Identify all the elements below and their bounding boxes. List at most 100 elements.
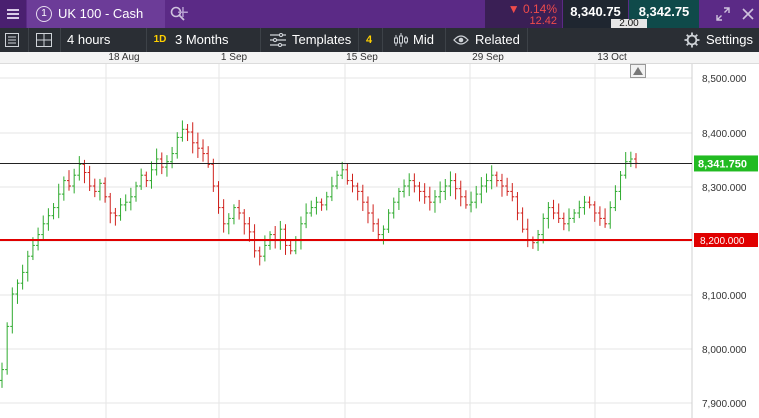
- ohlc-bar: [247, 217, 252, 242]
- ohlc-bar: [154, 148, 159, 176]
- ohlc-bar: [97, 178, 102, 201]
- add-tab-icon[interactable]: +: [177, 2, 189, 24]
- date-tick-label: 29 Sep: [472, 52, 504, 63]
- ohlc-bar: [541, 213, 546, 244]
- range-selector[interactable]: 3 Months: [175, 32, 229, 47]
- interval-selector[interactable]: 4 hours: [67, 32, 111, 47]
- toolbar-divider: [146, 28, 147, 52]
- ohlc-bar: [572, 209, 577, 223]
- ohlc-bar: [211, 158, 216, 192]
- search-icon[interactable]: [170, 6, 185, 21]
- ohlc-bar: [72, 168, 77, 194]
- ohlc-bar: [25, 250, 30, 282]
- ohlc-bar: [329, 176, 334, 202]
- close-icon[interactable]: [741, 7, 755, 21]
- ohlc-bar: [41, 215, 46, 240]
- price-tick-label: 7,900.000: [702, 399, 747, 410]
- ohlc-bar: [257, 246, 262, 266]
- current-price-label: 8,341.750: [698, 158, 747, 170]
- price-tick-label: 8,300.000: [702, 183, 747, 194]
- ohlc-bar: [494, 171, 499, 187]
- ohlc-bar: [448, 171, 453, 197]
- expand-icon[interactable]: [716, 7, 730, 21]
- ohlc-bar: [221, 199, 226, 233]
- ohlc-bar: [376, 218, 381, 241]
- ohlc-bar: [371, 204, 376, 232]
- scroll-to-latest-icon[interactable]: [630, 64, 646, 78]
- ohlc-bar: [407, 173, 412, 197]
- top-bar: 1 UK 100 - Cash + ▼ 0.14% 12.42 8,340.75…: [0, 0, 759, 29]
- ohlc-bar: [350, 173, 355, 193]
- list-icon[interactable]: [5, 33, 19, 47]
- ohlc-bar: [298, 216, 303, 250]
- support-level-tag: [694, 233, 758, 247]
- change-percent: ▼ 0.14%: [507, 2, 557, 16]
- ohlc-bar: [623, 152, 628, 179]
- ohlc-bar: [87, 165, 92, 191]
- instrument-tab[interactable]: 1 UK 100 - Cash: [27, 0, 185, 28]
- ohlc-bar: [551, 199, 556, 220]
- buy-price: 8,342.75: [638, 4, 690, 19]
- ohlc-bar: [566, 208, 571, 232]
- ohlc-bar: [288, 240, 293, 255]
- ohlc-bar: [190, 122, 195, 154]
- related-button[interactable]: Related: [475, 32, 520, 47]
- toolbar-divider: [28, 28, 29, 52]
- ohlc-bar: [144, 171, 149, 187]
- ohlc-bar: [443, 178, 448, 200]
- eye-icon[interactable]: [453, 34, 469, 46]
- ohlc-bar: [46, 208, 51, 231]
- price-tick-label: 8,400.000: [702, 129, 747, 140]
- templates-button[interactable]: Templates: [292, 32, 352, 47]
- ohlc-bar: [417, 181, 422, 202]
- gear-icon[interactable]: [684, 32, 700, 48]
- ohlc-bar: [505, 177, 510, 196]
- ohlc-bar: [170, 146, 175, 169]
- ohlc-bar: [340, 161, 345, 180]
- ohlc-bar: [0, 362, 4, 388]
- toolbar-divider: [445, 28, 446, 52]
- ohlc-bar: [592, 201, 597, 222]
- ohlc-bar: [597, 206, 602, 226]
- layout-grid-icon[interactable]: [36, 33, 52, 47]
- ohlc-bar: [432, 190, 437, 213]
- ohlc-bar: [556, 203, 561, 223]
- spread-value: 2.00: [611, 19, 647, 29]
- price-type-selector[interactable]: Mid: [413, 32, 434, 47]
- ohlc-bar: [226, 213, 231, 235]
- ohlc-bar: [458, 180, 463, 207]
- ohlc-bar: [396, 187, 401, 210]
- ohlc-bar: [92, 178, 97, 198]
- ohlc-bar: [515, 192, 520, 221]
- toolbar-divider: [358, 28, 359, 52]
- ohlc-bar: [479, 177, 484, 204]
- ohlc-bar: [108, 192, 113, 224]
- ohlc-bar: [15, 279, 20, 304]
- studies-count-badge[interactable]: 4: [366, 34, 373, 46]
- ohlc-bar: [345, 163, 350, 185]
- date-axis: 18 Aug 1 Sep 15 Sep 29 Sep 13 Oct: [0, 52, 759, 64]
- toolbar-divider: [260, 28, 261, 52]
- ohlc-bar: [242, 209, 247, 235]
- ohlc-bar: [149, 161, 154, 189]
- ohlc-bar: [216, 181, 221, 214]
- date-tick-label: 1 Sep: [220, 52, 248, 63]
- ohlc-bar: [427, 186, 432, 211]
- templates-icon[interactable]: [270, 33, 286, 47]
- price-chart[interactable]: 8,500.000 8,400.000 8,300.000 8,100.000 …: [0, 64, 759, 418]
- ohlc-bar: [206, 146, 211, 168]
- settings-button[interactable]: Settings: [706, 32, 753, 47]
- ohlc-bar: [139, 168, 144, 190]
- tab-number-badge: 1: [36, 6, 52, 22]
- ohlc-bar: [499, 173, 504, 197]
- ohlc-bar: [463, 190, 468, 209]
- candlestick-icon[interactable]: [393, 32, 409, 48]
- ohlc-bar: [469, 191, 474, 213]
- ohlc-bar: [118, 198, 123, 221]
- ohlc-bar: [402, 179, 407, 198]
- ohlc-bar: [365, 196, 370, 224]
- ohlc-bar: [123, 194, 128, 212]
- ohlc-bars: [0, 120, 638, 388]
- menu-button[interactable]: [0, 0, 26, 28]
- ohlc-bar: [61, 176, 66, 201]
